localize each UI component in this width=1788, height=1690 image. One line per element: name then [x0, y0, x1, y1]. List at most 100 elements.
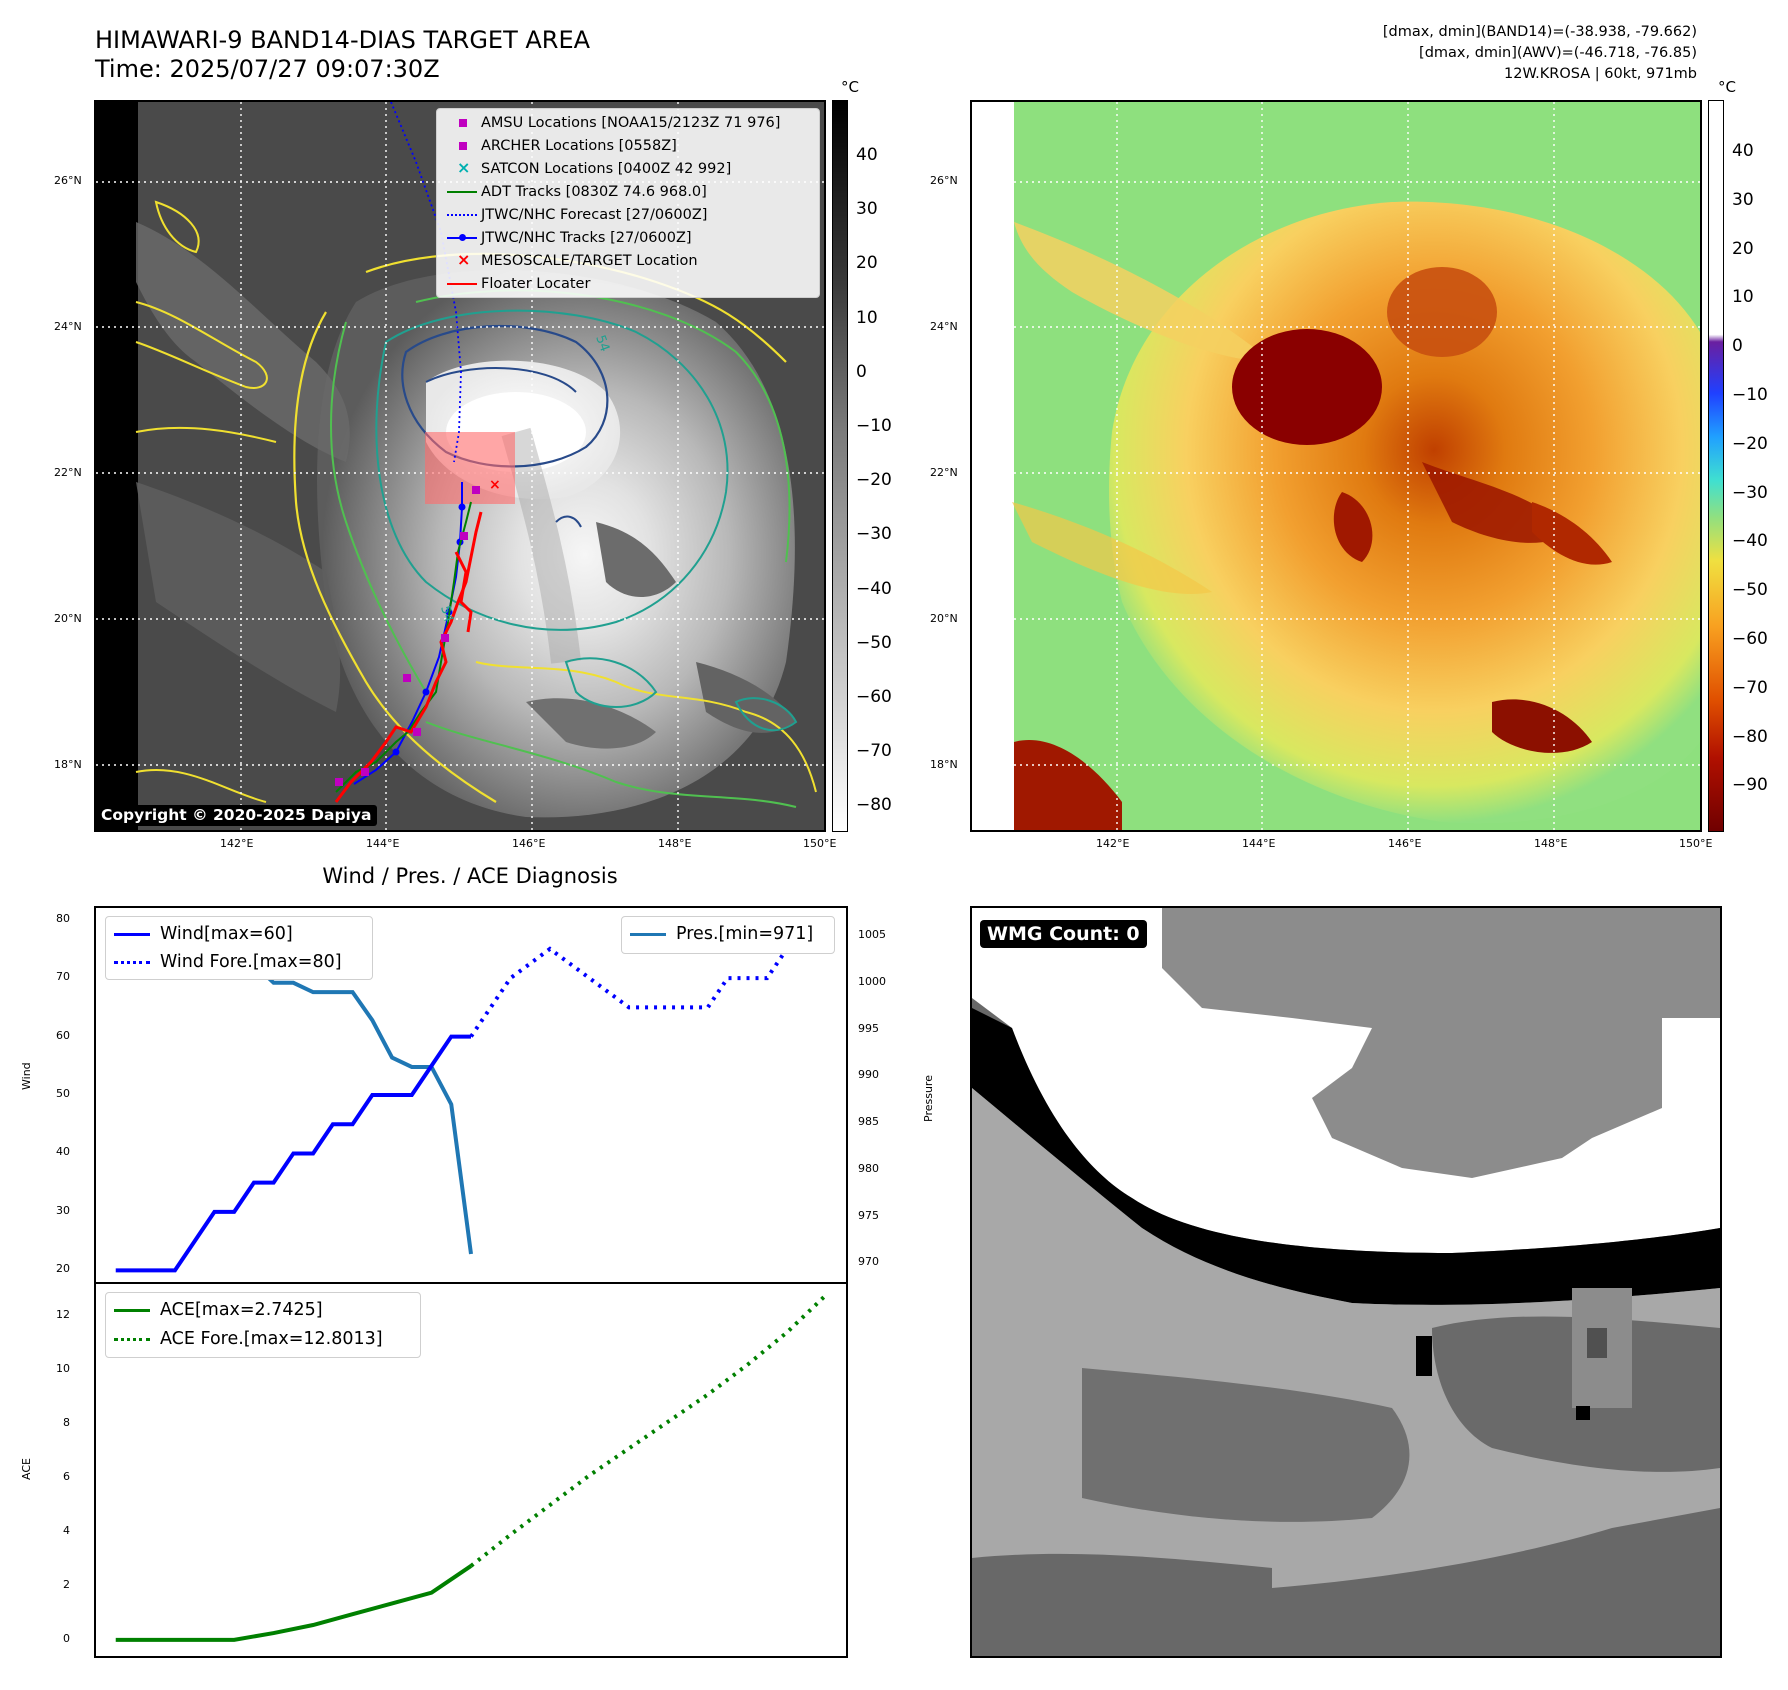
legend-floater-symbol [445, 274, 481, 294]
lon-label: 150°E [803, 837, 837, 850]
awv-color-map[interactable] [970, 100, 1702, 832]
colorbar-tick-label: −40 [1732, 531, 1768, 552]
legend-label: MESOSCALE/TARGET Location [481, 253, 698, 269]
legend-mesoscale: × MESOSCALE/TARGET Location [445, 250, 698, 271]
awv-imagery [972, 102, 1700, 830]
colorbar-tick-label: 40 [1732, 141, 1754, 161]
colorbar-tick-label: −50 [856, 632, 892, 653]
meta-storm-info: 12W.KROSA | 60kt, 971mb [1504, 66, 1697, 82]
legend-jtwc-forecast: JTWC/NHC Forecast [27/0600Z] [445, 205, 707, 225]
lat-label: 20°N [54, 612, 82, 625]
colorbar-tick-label: −30 [856, 524, 892, 545]
lat-label: 24°N [930, 320, 958, 333]
legend-amsu-symbol [445, 113, 481, 133]
colorbar-tick-label: −90 [1732, 775, 1768, 796]
legend-label: Wind[max=60] [160, 924, 293, 944]
colorbar-tick-label: 30 [856, 199, 878, 220]
lon-label: 142°E [1096, 837, 1130, 850]
axis-tick-label: 990 [858, 1068, 879, 1082]
contour-label: 54 [437, 604, 456, 624]
lat-label: 24°N [54, 320, 82, 333]
legend-pres: Pres.[min=971] [630, 921, 813, 947]
target-area-box [425, 432, 515, 504]
legend-floater: Floater Locater [445, 274, 590, 294]
legend-jtwc-tracks-symbol [445, 228, 481, 248]
colorbar-tick-label: −60 [1732, 629, 1768, 649]
copyright-label: Copyright © 2020-2025 Dapiya [96, 805, 378, 826]
legend-label: ARCHER Locations [0558Z] [481, 138, 677, 154]
ir-satellite-map[interactable]: × 54 54 AMSU Locations [NOAA15/2123Z 71 … [94, 100, 826, 832]
wind-legend: Wind[max=60] Wind Fore.[max=80] [105, 916, 373, 980]
lat-label: 22°N [54, 466, 82, 479]
colorbar-tick-label: 40 [856, 145, 878, 165]
colorbar-tick-label: −60 [856, 687, 892, 707]
axis-tick-label: 995 [858, 1021, 879, 1035]
legend-label: SATCON Locations [0400Z 42 992] [481, 161, 732, 177]
axis-tick-label: 6 [63, 1470, 70, 1484]
ace-max-line [115, 1564, 473, 1642]
ace-plot[interactable]: ACE[max=2.7425] ACE Fore.[max=12.8013] [94, 1282, 848, 1658]
contour-label: 54 [592, 333, 612, 354]
lon-label: 150°E [1679, 837, 1713, 850]
colorbar-tick-label: −80 [856, 795, 892, 816]
pressure-legend: Pres.[min=971] [621, 916, 835, 954]
meta-band14-range: [dmax, dmin](BAND14)=(-38.938, -79.662) [1382, 24, 1697, 40]
legend-label: ACE[max=2.7425] [160, 1300, 323, 1320]
axis-tick-label: 2 [63, 1577, 70, 1591]
legend-mesoscale-symbol: × [457, 250, 471, 269]
map-title-line1: HIMAWARI-9 BAND14-DIAS TARGET AREA [95, 26, 591, 54]
track-legend: AMSU Locations [NOAA15/2123Z 71 976] ARC… [436, 108, 820, 298]
lat-label: 26°N [54, 174, 82, 187]
axis-tick-label: 980 [858, 1161, 879, 1175]
lat-label: 18°N [54, 758, 82, 771]
lon-label: 142°E [220, 837, 254, 850]
legend-adt: ADT Tracks [0830Z 74.6 968.0] [445, 182, 707, 202]
legend-archer-symbol [445, 136, 481, 156]
colorbar-tick-label: −10 [1732, 385, 1768, 405]
colorbar-tick-label: −70 [856, 741, 892, 762]
legend-label: JTWC/NHC Tracks [27/0600Z] [481, 230, 692, 246]
axis-tick-label: 8 [63, 1416, 70, 1430]
legend-label: AMSU Locations [NOAA15/2123Z 71 976] [481, 115, 781, 131]
legend-label: ADT Tracks [0830Z 74.6 968.0] [481, 184, 707, 200]
axis-tick-label: 1000 [858, 974, 886, 988]
wmg-panel[interactable]: WMG Count: 0 [970, 906, 1722, 1658]
lon-label: 146°E [512, 837, 546, 850]
colorbar-tick-label: −50 [1732, 580, 1768, 601]
legend-adt-symbol [445, 182, 481, 202]
right-colorbar-unit: °C [1718, 78, 1736, 96]
axis-tick-label: 985 [858, 1115, 879, 1129]
colorbar-tick-label: −70 [1732, 677, 1768, 698]
wind-fore-max-line [469, 917, 827, 1038]
axis-tick-label: 30 [56, 1203, 70, 1217]
jtwc-forecast-track [390, 102, 462, 463]
lat-label: 22°N [930, 466, 958, 479]
wmg-grid [972, 908, 1720, 1656]
ace-legend: ACE[max=2.7425] ACE Fore.[max=12.8013] [105, 1292, 421, 1358]
axis-tick-label: 12 [56, 1308, 70, 1322]
meta-awv-range: [dmax, dmin](AWV)=(-46.718, -76.85) [1419, 45, 1697, 61]
colorbar-tick-label: 10 [856, 307, 878, 328]
colorbar-tick-label: −10 [856, 416, 892, 436]
axis-tick-label: 60 [56, 1028, 70, 1042]
target-x-marker: × [489, 477, 501, 493]
lon-label: 144°E [1242, 837, 1276, 850]
axis-tick-label: 50 [56, 1087, 70, 1100]
legend-ace-fore: ACE Fore.[max=12.8013] [114, 1326, 383, 1352]
colorbar-tick-label: 0 [856, 361, 867, 382]
pressure-axis-label: Pressure [922, 1075, 935, 1122]
legend-ace: ACE[max=2.7425] [114, 1297, 323, 1323]
lon-label: 144°E [366, 837, 400, 850]
left-colorbar-unit: °C [841, 78, 859, 96]
legend-satcon-symbol: × [457, 158, 471, 177]
wind-pressure-plot[interactable]: Wind[max=60] Wind Fore.[max=80] Pres.[mi… [94, 906, 848, 1284]
axis-tick-label: 970 [858, 1255, 879, 1269]
colorbar-tick-label: −20 [856, 470, 892, 491]
gray-colorbar [832, 100, 848, 832]
map-title-line2: Time: 2025/07/27 09:07:30Z [95, 55, 440, 83]
colorbar-tick-label: −30 [1732, 482, 1768, 503]
axis-tick-label: 40 [56, 1145, 70, 1159]
legend-label: JTWC/NHC Forecast [27/0600Z] [481, 207, 708, 223]
colorbar-tick-label: −20 [1732, 433, 1768, 454]
wind-max-line [115, 1034, 471, 1273]
